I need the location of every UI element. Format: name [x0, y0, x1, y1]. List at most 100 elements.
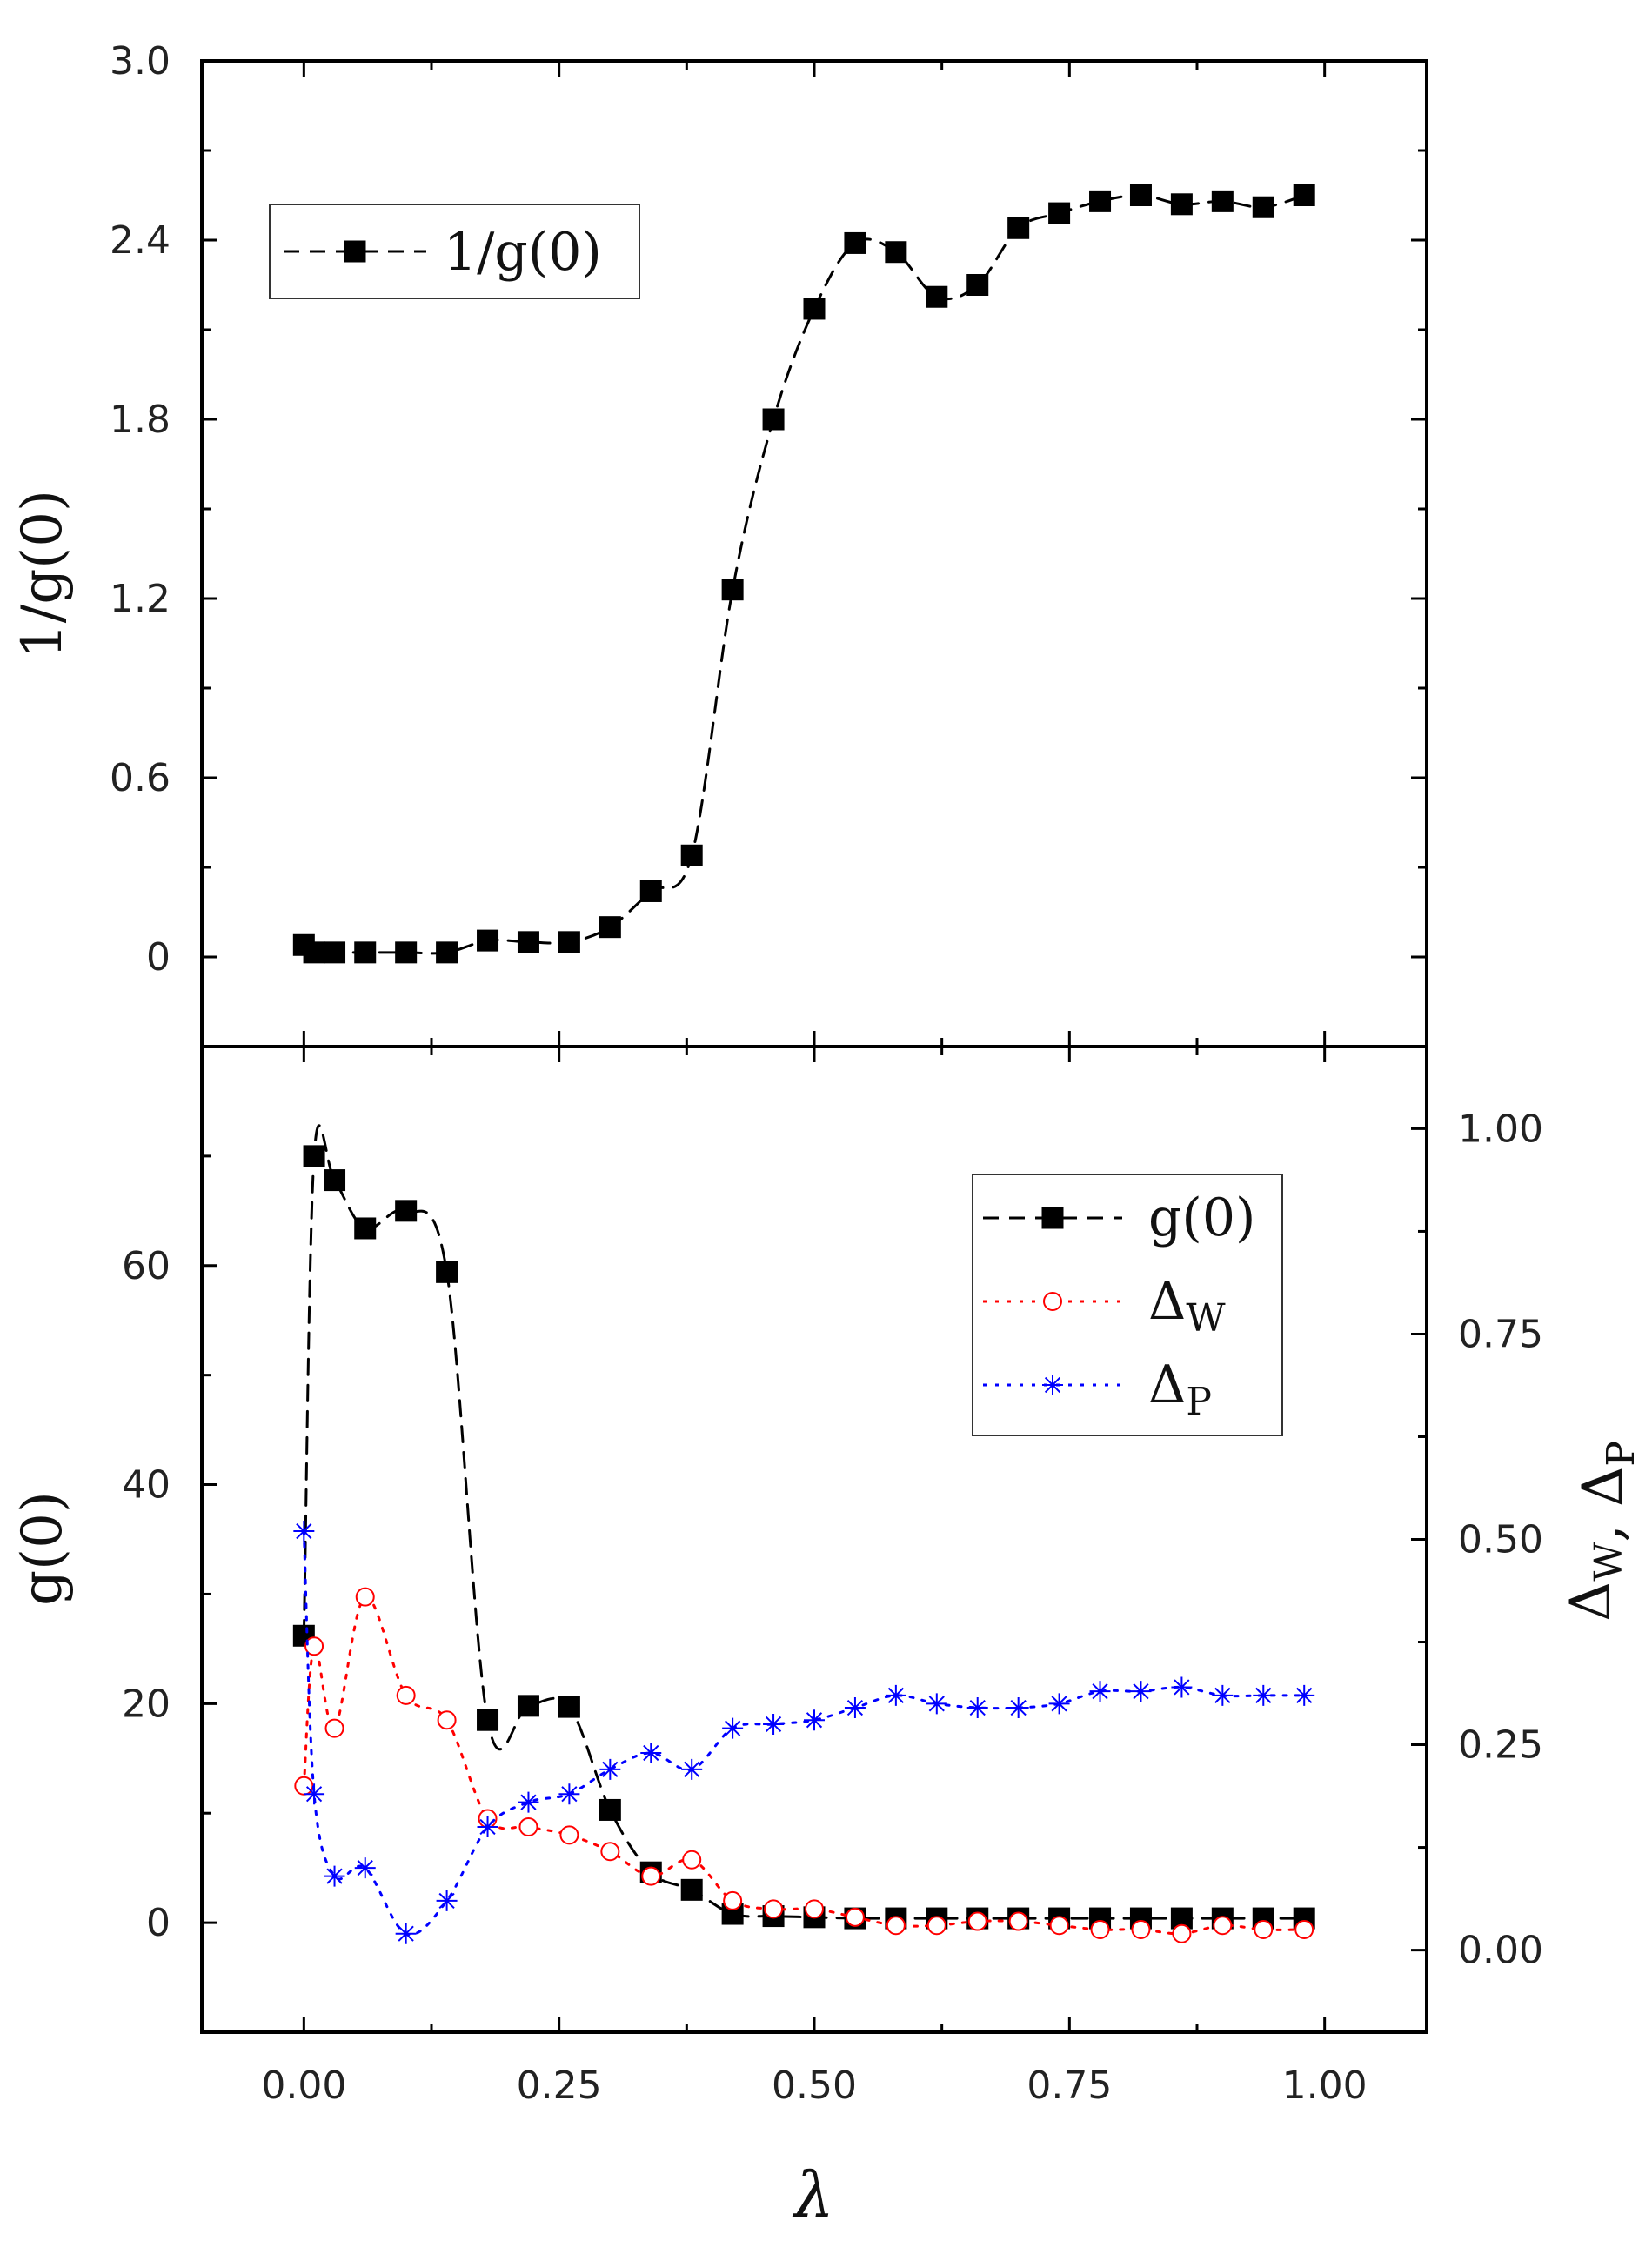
top-series-inv-g0-point: [966, 274, 989, 296]
series-delta-p-point: [1007, 1697, 1029, 1719]
bottom-xtick-label: 1.00: [1282, 2064, 1368, 2108]
series-g0-point: [303, 1145, 325, 1167]
top-series-inv-g0-point: [558, 931, 580, 953]
top-legend: 1/g(0): [269, 204, 640, 299]
series-delta-p-point: [681, 1758, 703, 1780]
series-delta-w-point: [294, 1776, 314, 1796]
bottom-series-layer: [292, 1124, 1315, 1944]
top-ytick-label: 3.0: [110, 39, 171, 84]
top-series-inv-g0-point: [517, 931, 539, 953]
top-series-inv-g0-point: [477, 929, 499, 952]
top-legend-marker: [344, 240, 366, 263]
bottom-ytick-label: 0: [146, 1901, 171, 1945]
bottom-y2label: ΔW, ΔP: [1559, 1441, 1643, 1622]
series-delta-p-point: [722, 1717, 744, 1739]
bottom-ticks: 0 20 40 60 0.00 0.25 0.50 0.75 1.00 0.00 0.25 0.50 0…: [122, 1047, 1543, 2108]
series-delta-p-point: [1253, 1684, 1274, 1706]
series-g0-point: [436, 1261, 458, 1283]
top-series-inv-g0-point: [1293, 184, 1315, 206]
top-ylabel-text: 1/g(0): [10, 490, 75, 659]
series-g0-point: [599, 1798, 621, 1821]
bottom-xtick-label: 0.75: [1027, 2064, 1112, 2108]
bottom-legend-label: g(0): [1148, 1187, 1255, 1248]
bottom-ytick-label: 60: [122, 1244, 171, 1288]
bottom-ytick-label: 40: [122, 1463, 171, 1508]
top-series-inv-g0-point: [436, 941, 458, 964]
top-series-inv-g0-point: [762, 408, 785, 431]
top-series-inv-g0-point: [1007, 217, 1030, 239]
series-delta-w-point: [304, 1636, 324, 1656]
series-delta-p-point: [1048, 1693, 1070, 1715]
series-delta-p-point: [599, 1758, 621, 1780]
top-series-inv-g0-point: [1089, 190, 1112, 212]
series-g0-point: [558, 1696, 580, 1718]
top-series-inv-g0-point: [1211, 190, 1234, 212]
series-delta-p-point: [1212, 1684, 1234, 1706]
series-delta-w-point: [926, 1916, 946, 1936]
top-series-inv-g0-point: [844, 231, 866, 254]
series-delta-w-point: [1254, 1919, 1274, 1939]
bottom-y2tick-label: 0.75: [1458, 1312, 1543, 1356]
series-delta-w-point: [805, 1899, 824, 1919]
bottom-ylabel-text: g(0): [10, 1491, 75, 1606]
legend-delta-symbol: Δ: [1148, 1355, 1186, 1415]
top-series-inv-g0-point: [926, 285, 948, 308]
series-delta-w-point: [518, 1816, 538, 1836]
series-delta-p-point: [1089, 1681, 1111, 1702]
series-delta-w-point: [845, 1907, 865, 1927]
series-delta-p-point: [395, 1923, 417, 1944]
bottom-y2tick-label: 0.00: [1458, 1929, 1543, 1973]
series-delta-p-point: [518, 1791, 539, 1813]
series-delta-w-point: [682, 1850, 702, 1870]
bottom-y2tick-label: 0.50: [1458, 1518, 1543, 1562]
top-series-inv-g0-point: [303, 941, 325, 964]
series-delta-p-point: [324, 1865, 345, 1887]
bottom-y2tick-label: 1.00: [1458, 1107, 1543, 1151]
bottom-legend: g(0) ΔW ΔP: [972, 1174, 1283, 1436]
series-delta-p-point: [966, 1697, 988, 1719]
series-delta-p-point: [436, 1890, 458, 1911]
bottom-legend-marker: [1043, 1292, 1062, 1311]
series-delta-w-point: [1008, 1911, 1028, 1931]
legend-subscript: P: [1186, 1380, 1212, 1424]
bottom-panel: 0 20 40 60 0.00 0.25 0.50 0.75 1.00 0.00 0.25 0.50 0…: [10, 1045, 1643, 2231]
series-delta-w-point: [1090, 1919, 1110, 1939]
bottom-y2label-text: ΔW, ΔP: [1559, 1441, 1643, 1622]
bottom-xtick-label: 0.50: [772, 2064, 857, 2108]
series-g0-point: [354, 1217, 377, 1240]
top-ylabel: 1/g(0): [10, 490, 75, 659]
top-series-inv-g0-point: [1252, 196, 1274, 218]
series-g0-point: [680, 1878, 703, 1901]
top-legend-label: 1/g(0): [444, 222, 602, 283]
series-delta-w-line: [302, 1595, 1306, 1936]
series-delta-w-point: [324, 1718, 344, 1738]
bottom-legend-marker: [1041, 1207, 1064, 1229]
series-delta-w-point: [723, 1890, 743, 1910]
series-delta-p-point: [804, 1709, 825, 1731]
top-series-inv-g0-point: [1170, 193, 1193, 216]
top-series-inv-g0-point: [680, 844, 703, 866]
top-series-inv-g0-point: [639, 880, 662, 902]
top-series-inv-g0-point: [803, 298, 826, 320]
top-series-inv-g0-point: [721, 579, 744, 601]
y2label-subscript: W: [1587, 1542, 1631, 1582]
y2label-delta: , Δ: [1571, 1467, 1635, 1542]
series-g0-point: [395, 1200, 418, 1222]
series-delta-p-point: [293, 1521, 315, 1542]
bottom-legend-label: ΔP: [1148, 1355, 1212, 1424]
top-ytick-label: 1.2: [110, 577, 171, 621]
top-ytick-label: 1.8: [110, 398, 171, 442]
top-series-layer: [292, 184, 1315, 964]
series-delta-p-point: [926, 1693, 947, 1715]
legend-subscript: W: [1186, 1296, 1226, 1341]
series-g0-point: [517, 1695, 539, 1717]
top-series-inv-g0-point: [1048, 202, 1071, 224]
bottom-ytick-label: 20: [122, 1682, 171, 1726]
top-ticks: 0 0.6 1.2 1.8 2.4 3.0: [110, 39, 1427, 1047]
series-g0-point: [324, 1169, 346, 1192]
series-delta-w-point: [886, 1916, 906, 1936]
series-delta-w-point: [1131, 1919, 1151, 1939]
top-series-inv-g0-point: [599, 916, 621, 939]
series-delta-w-point: [641, 1866, 661, 1886]
